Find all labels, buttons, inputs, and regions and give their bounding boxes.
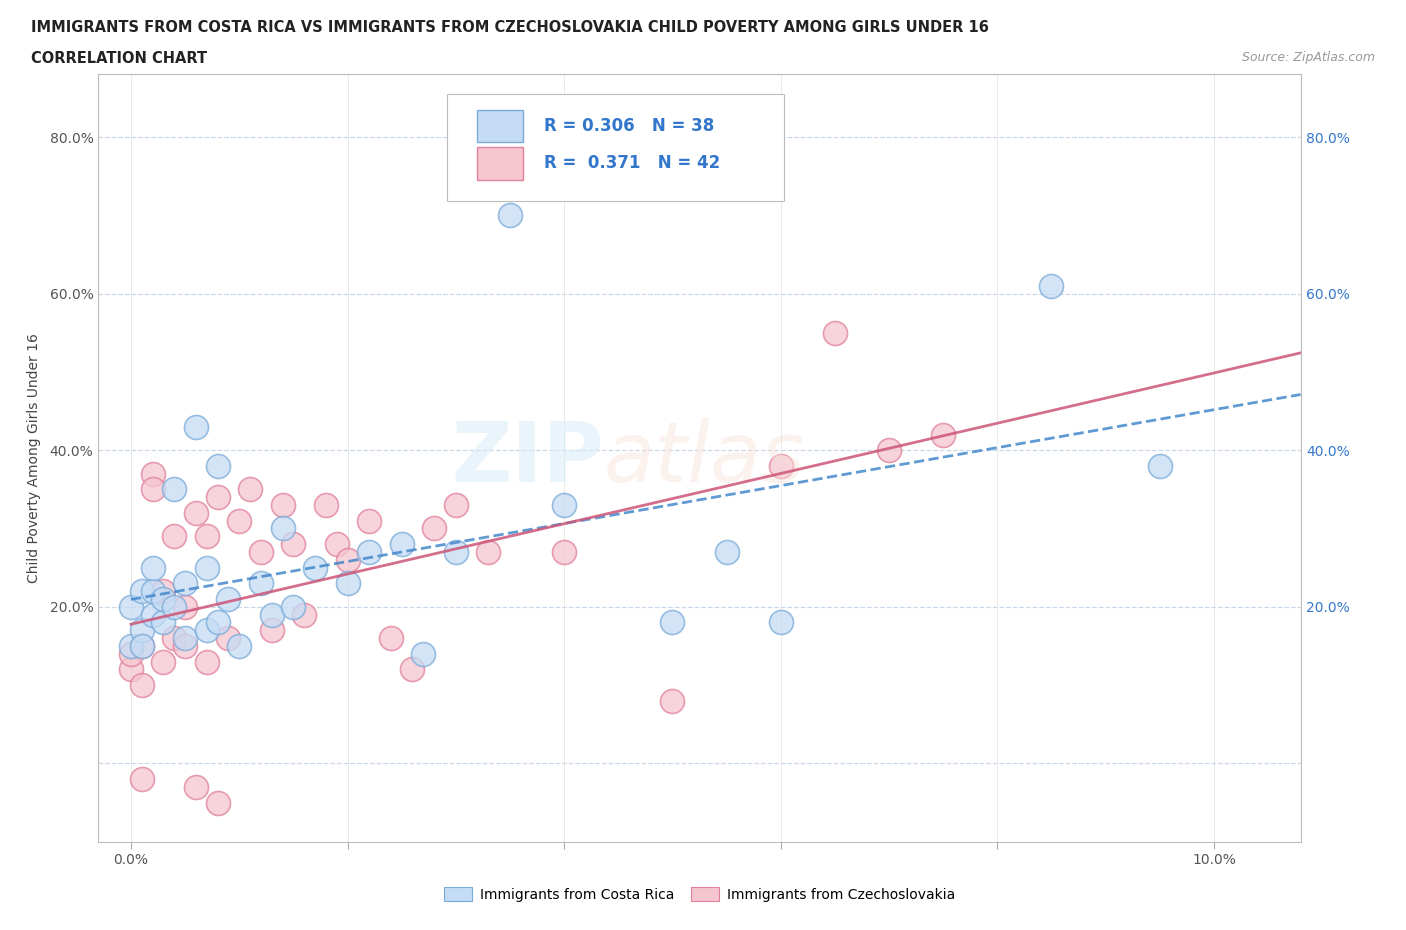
Point bbox=[250, 576, 273, 591]
FancyBboxPatch shape bbox=[477, 110, 523, 142]
FancyBboxPatch shape bbox=[447, 94, 783, 201]
Point bbox=[207, 458, 229, 473]
Point bbox=[120, 662, 142, 677]
Point bbox=[174, 639, 197, 654]
Point bbox=[163, 482, 186, 497]
Point bbox=[769, 615, 792, 630]
Text: R = 0.306   N = 38: R = 0.306 N = 38 bbox=[544, 117, 714, 135]
Point bbox=[283, 537, 305, 551]
Point bbox=[391, 537, 413, 551]
Point bbox=[499, 208, 522, 223]
Point bbox=[380, 631, 402, 645]
Point bbox=[1040, 278, 1063, 293]
Point bbox=[239, 482, 262, 497]
Point bbox=[152, 584, 174, 599]
Point bbox=[292, 607, 315, 622]
Point bbox=[553, 545, 575, 560]
Point bbox=[207, 615, 229, 630]
Point bbox=[932, 427, 955, 442]
Point bbox=[131, 639, 153, 654]
Point bbox=[184, 779, 207, 794]
Point bbox=[217, 591, 239, 606]
Point bbox=[163, 529, 186, 544]
Point bbox=[444, 545, 467, 560]
Point bbox=[260, 623, 283, 638]
Point bbox=[207, 795, 229, 810]
Point bbox=[228, 513, 250, 528]
Point bbox=[877, 443, 900, 458]
Point bbox=[184, 505, 207, 520]
Point bbox=[163, 599, 186, 614]
FancyBboxPatch shape bbox=[477, 147, 523, 179]
Point bbox=[824, 326, 846, 340]
Point bbox=[412, 646, 434, 661]
Text: CORRELATION CHART: CORRELATION CHART bbox=[31, 51, 207, 66]
Point bbox=[661, 615, 683, 630]
Point bbox=[444, 498, 467, 512]
Point bbox=[325, 537, 347, 551]
Point bbox=[769, 458, 792, 473]
Point bbox=[152, 654, 174, 669]
Point bbox=[152, 615, 174, 630]
Point bbox=[163, 631, 186, 645]
Text: Source: ZipAtlas.com: Source: ZipAtlas.com bbox=[1241, 51, 1375, 64]
Point bbox=[131, 639, 153, 654]
Point bbox=[142, 482, 165, 497]
Point bbox=[271, 521, 294, 536]
Point bbox=[131, 584, 153, 599]
Point bbox=[283, 599, 305, 614]
Point bbox=[359, 513, 381, 528]
Point bbox=[120, 646, 142, 661]
Point bbox=[195, 560, 218, 575]
Text: atlas: atlas bbox=[603, 418, 806, 498]
Point bbox=[142, 584, 165, 599]
Point bbox=[315, 498, 337, 512]
Point bbox=[207, 490, 229, 505]
Point bbox=[271, 498, 294, 512]
Point bbox=[423, 521, 446, 536]
Point bbox=[553, 498, 575, 512]
Point bbox=[142, 607, 165, 622]
Point bbox=[336, 576, 359, 591]
Point bbox=[195, 654, 218, 669]
Point bbox=[174, 576, 197, 591]
Point bbox=[228, 639, 250, 654]
Text: R =  0.371   N = 42: R = 0.371 N = 42 bbox=[544, 154, 721, 172]
Point bbox=[477, 545, 499, 560]
Point bbox=[174, 599, 197, 614]
Y-axis label: Child Poverty Among Girls Under 16: Child Poverty Among Girls Under 16 bbox=[27, 333, 41, 583]
Point bbox=[142, 560, 165, 575]
Point bbox=[359, 545, 381, 560]
Point bbox=[174, 631, 197, 645]
Point bbox=[250, 545, 273, 560]
Point bbox=[195, 529, 218, 544]
Point bbox=[184, 419, 207, 434]
Point bbox=[131, 678, 153, 693]
Point bbox=[120, 639, 142, 654]
Point bbox=[401, 662, 423, 677]
Point bbox=[142, 466, 165, 481]
Point bbox=[260, 607, 283, 622]
Text: ZIP: ZIP bbox=[451, 418, 603, 498]
Point bbox=[336, 552, 359, 567]
Point bbox=[304, 560, 326, 575]
Text: IMMIGRANTS FROM COSTA RICA VS IMMIGRANTS FROM CZECHOSLOVAKIA CHILD POVERTY AMONG: IMMIGRANTS FROM COSTA RICA VS IMMIGRANTS… bbox=[31, 20, 988, 35]
Point bbox=[131, 772, 153, 787]
Legend: Immigrants from Costa Rica, Immigrants from Czechoslovakia: Immigrants from Costa Rica, Immigrants f… bbox=[439, 882, 960, 908]
Point bbox=[195, 623, 218, 638]
Point bbox=[661, 693, 683, 708]
Point bbox=[716, 545, 738, 560]
Point bbox=[131, 623, 153, 638]
Point bbox=[152, 591, 174, 606]
Point bbox=[217, 631, 239, 645]
Point bbox=[1149, 458, 1171, 473]
Point bbox=[120, 599, 142, 614]
